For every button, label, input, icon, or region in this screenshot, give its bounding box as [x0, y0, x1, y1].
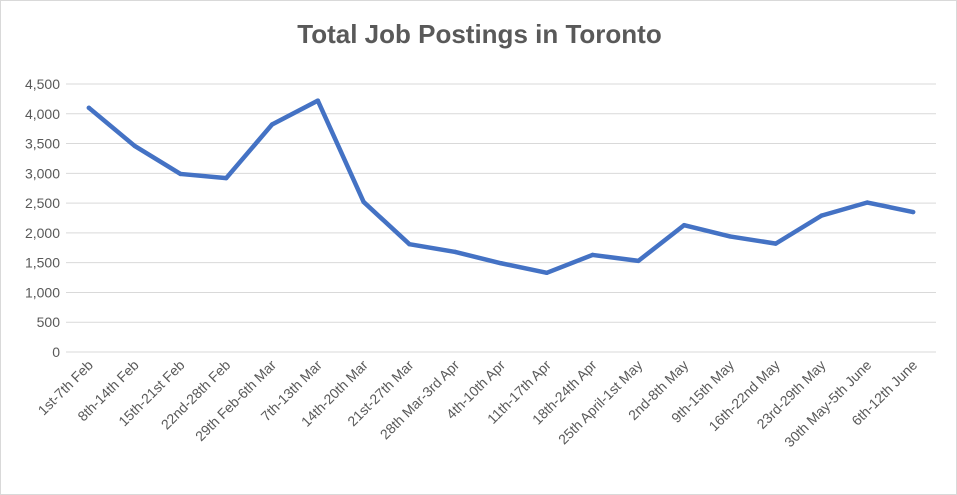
data-point	[727, 234, 733, 239]
data-point	[773, 241, 778, 246]
y-tick-label: 4,500	[25, 76, 60, 92]
data-point	[269, 122, 275, 127]
y-tick-label: 2,500	[25, 195, 60, 211]
y-axis-ticks: 0 500 1,000 1,500 2,000 2,500 3,000 3,500 4,000 4…	[25, 76, 60, 360]
data-point	[910, 209, 916, 215]
data-point	[178, 171, 183, 177]
data-point	[224, 175, 229, 181]
y-tick-label: 4,000	[25, 106, 60, 122]
y-tick-label: 0	[52, 344, 60, 360]
x-tick-label: 25th April-1st May	[555, 357, 646, 448]
y-tick-label: 2,000	[25, 225, 60, 241]
data-point	[315, 98, 321, 103]
y-tick-label: 3,000	[25, 165, 60, 181]
data-point	[86, 105, 92, 111]
y-tick-label: 1,500	[25, 255, 60, 271]
data-point	[453, 249, 458, 255]
data-point	[590, 252, 595, 258]
chart-title: Total Job Postings in Toronto	[297, 19, 662, 49]
data-point	[681, 222, 687, 228]
data-point	[407, 242, 412, 247]
x-tick-label: 28th Mar-3rd Apr	[377, 357, 463, 443]
y-tick-label: 1,000	[25, 284, 60, 300]
x-tick-label: 29th Feb-6th Mar	[192, 357, 279, 444]
data-point	[132, 143, 137, 149]
gridlines	[66, 83, 936, 353]
data-point	[636, 258, 641, 264]
y-tick-label: 500	[37, 314, 61, 330]
data-point	[865, 200, 870, 205]
x-tick-label: 30th May-5th June	[781, 357, 874, 450]
series-layer	[86, 98, 916, 276]
data-point	[498, 261, 504, 266]
y-tick-label: 3,500	[25, 136, 60, 152]
data-point	[819, 213, 824, 218]
series-line	[86, 98, 916, 276]
data-point	[544, 270, 549, 275]
data-point	[361, 199, 366, 205]
